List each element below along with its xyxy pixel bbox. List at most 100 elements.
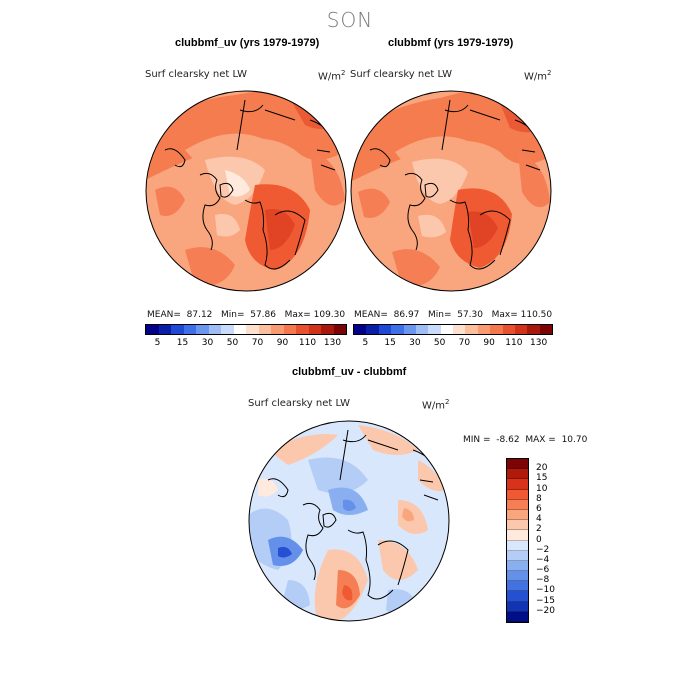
colorbar-swatch (391, 325, 404, 334)
colorbar-tick-label: 50 (226, 338, 239, 348)
colorbar-swatch (507, 499, 528, 510)
colorbar-swatch (258, 325, 271, 334)
colorbar-tick-label: 30 (409, 338, 421, 348)
colorbar-swatch (246, 325, 259, 334)
colorbar-swatch (507, 469, 528, 480)
colorbar-swatch (453, 325, 466, 334)
colorbar-tick-label: 70 (251, 338, 264, 348)
colorbar-swatch (527, 325, 540, 334)
panel-left-units: W/m2 (318, 69, 346, 83)
colorbar-tick-label: 20 (536, 463, 548, 474)
diff-min-max: MIN = -8.62 MAX = 10.70 (463, 435, 588, 445)
colorbar-swatch (221, 325, 234, 334)
colorbar-tick-label: 0 (536, 534, 542, 545)
colorbar-swatch (507, 560, 528, 572)
colorbar-swatch (333, 325, 346, 334)
colorbar-tick-label: 90 (276, 338, 289, 348)
colorbar-swatch (514, 325, 528, 334)
colorbar-tick-label: −10 (536, 585, 555, 596)
colorbar-swatch (403, 325, 416, 334)
colorbar-tick-label: 2 (536, 524, 542, 535)
colorbar-swatch (354, 325, 367, 334)
panel-left-colorbar (145, 324, 347, 335)
diff-colorbar (506, 458, 529, 623)
colorbar-swatch (366, 325, 379, 334)
colorbar-swatch (507, 611, 528, 622)
panel-right-coastlines (369, 99, 543, 270)
colorbar-tick-label: 5 (362, 338, 369, 348)
panel-left-map (145, 90, 347, 292)
colorbar-tick-label: 15 (176, 338, 189, 348)
colorbar-tick-label: −8 (536, 575, 550, 586)
colorbar-swatch (233, 325, 246, 334)
colorbar-tick-label: 30 (201, 338, 214, 348)
colorbar-tick-label: 90 (483, 338, 495, 348)
colorbar-tick-label: 15 (536, 473, 548, 484)
colorbar-tick-label: 110 (298, 338, 317, 348)
panel-left-title: clubbmf_uv (yrs 1979-1979) (175, 37, 320, 49)
colorbar-swatch (507, 520, 528, 531)
colorbar-tick-label: −20 (536, 605, 555, 616)
colorbar-tick-label: 8 (536, 493, 542, 504)
colorbar-tick-label: 70 (458, 338, 471, 348)
panel-right-stats: MEAN= 86.97 Min= 57.30 Max= 110.50 (354, 310, 553, 320)
colorbar-swatch (507, 530, 528, 541)
colorbar-tick-label: 50 (433, 338, 446, 348)
colorbar-tick-label: 110 (505, 338, 523, 348)
colorbar-swatch (415, 325, 429, 334)
colorbar-swatch (308, 325, 321, 334)
colorbar-swatch (183, 325, 196, 334)
colorbar-tick-label: 130 (323, 338, 342, 348)
colorbar-swatch (321, 325, 334, 334)
colorbar-swatch (283, 325, 296, 334)
panel-right-colorbar-ticks: 5 15 30 50 70 90 110 130 (353, 338, 551, 350)
colorbar-swatch (502, 325, 515, 334)
season-title: SON (326, 8, 374, 32)
panel-right-title: clubbmf (yrs 1979-1979) (388, 37, 514, 49)
diff-map (248, 420, 450, 622)
colorbar-swatch (158, 325, 171, 334)
colorbar-tick-label: 5 (154, 338, 161, 348)
colorbar-swatch (507, 479, 528, 490)
diff-colorbar-ticks: 20 15 10 8 6 4 2 0 −2 −4 −6 −8 −10 −15 −20 (536, 458, 576, 621)
colorbar-swatch (507, 540, 528, 551)
colorbar-tick-label: 130 (530, 338, 548, 348)
colorbar-swatch (440, 325, 453, 334)
colorbar-swatch (171, 325, 184, 334)
colorbar-swatch (539, 325, 552, 334)
diff-coastlines (267, 429, 441, 600)
colorbar-swatch (477, 325, 491, 334)
colorbar-swatch (208, 325, 221, 334)
colorbar-tick-label: −4 (536, 554, 550, 565)
diff-field (249, 421, 449, 621)
colorbar-tick-label: −15 (536, 595, 555, 606)
colorbar-tick-label: 15 (384, 338, 396, 348)
colorbar-swatch (507, 601, 528, 612)
colorbar-swatch (378, 325, 392, 334)
colorbar-swatch (296, 325, 309, 334)
colorbar-swatch (507, 459, 528, 470)
colorbar-swatch (271, 325, 284, 334)
panel-right-units: W/m2 (524, 69, 552, 83)
colorbar-swatch (465, 325, 478, 334)
colorbar-tick-label: −2 (536, 544, 550, 555)
colorbar-swatch (507, 591, 528, 602)
colorbar-tick-label: 4 (536, 514, 542, 525)
colorbar-swatch (507, 489, 528, 500)
panel-left-stats: MEAN= 87.12 Min= 57.86 Max= 109.30 (147, 310, 346, 320)
colorbar-swatch (196, 325, 209, 334)
diff-label: Surf clearsky net LW (248, 398, 351, 409)
colorbar-swatch (507, 581, 528, 592)
colorbar-swatch (507, 550, 528, 561)
colorbar-swatch (507, 509, 528, 521)
panel-right-label: Surf clearsky net LW (350, 69, 453, 80)
diff-title: clubbmf_uv - clubbmf (292, 366, 407, 378)
panel-left-label: Surf clearsky net LW (145, 69, 248, 80)
colorbar-swatch (490, 325, 503, 334)
colorbar-tick-label: 10 (536, 483, 548, 494)
colorbar-swatch (507, 571, 528, 582)
colorbar-tick-label: 6 (536, 503, 542, 514)
colorbar-swatch (146, 325, 159, 334)
diff-units: W/m2 (422, 398, 450, 412)
panel-right-colorbar (353, 324, 553, 335)
